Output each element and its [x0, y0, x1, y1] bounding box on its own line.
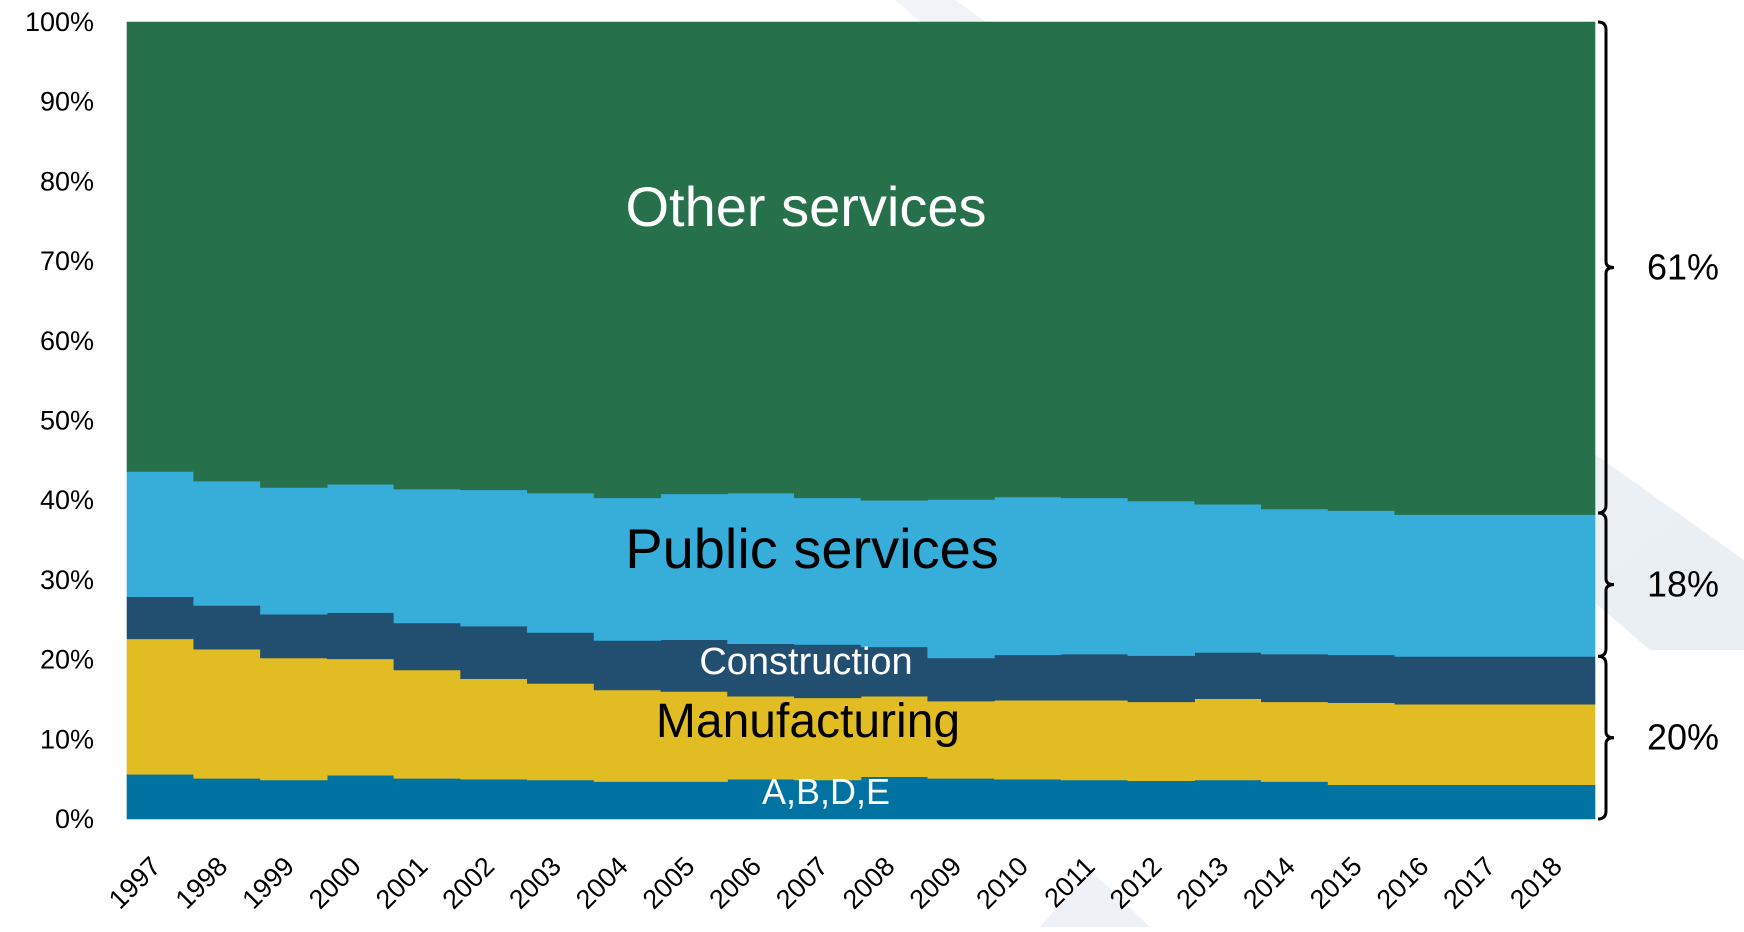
y-tick-label: 50%	[40, 406, 94, 436]
x-tick-label: 2005	[637, 851, 701, 915]
x-tick-label: 2010	[970, 851, 1034, 915]
x-tick-label: 2007	[770, 851, 834, 915]
y-tick-label: 0%	[55, 804, 94, 834]
x-tick-label: 1997	[103, 851, 167, 915]
series-label-a-b-d-e: A,B,D,E	[762, 771, 890, 812]
bracket-label-18: 18%	[1647, 564, 1719, 605]
y-tick-label: 10%	[40, 724, 94, 754]
x-tick-label: 2000	[303, 851, 367, 915]
y-tick-label: 100%	[25, 7, 94, 37]
share-brackets: 61% 18% 20%	[1597, 20, 1719, 821]
bracket-label-20: 20%	[1647, 717, 1719, 758]
y-tick-label: 70%	[40, 246, 94, 276]
y-axis: 0% 10% 20% 30% 40% 50% 60% 70% 80% 90% 100%	[25, 7, 94, 834]
x-axis: 1997 1998 1999 2000 2001 2002 2003 2004 2005 2006…	[103, 851, 1568, 915]
y-tick-label: 90%	[40, 87, 94, 117]
y-tick-label: 80%	[40, 166, 94, 196]
bracket-20	[1597, 654, 1615, 821]
bracket-label-61: 61%	[1647, 247, 1719, 288]
series-label-other-services: Other services	[626, 175, 987, 238]
x-tick-label: 2001	[370, 851, 434, 915]
x-tick-label: 2003	[503, 851, 567, 915]
series-labels: A,B,D,E Manufacturing Construction Public s…	[625, 175, 998, 812]
bracket-61	[1597, 20, 1615, 515]
x-tick-label: 2008	[837, 851, 901, 915]
area-other-services	[126, 21, 1596, 515]
series-label-public-services: Public services	[625, 517, 998, 580]
series-label-manufacturing: Manufacturing	[656, 695, 960, 748]
x-tick-label: 2006	[703, 851, 767, 915]
series-label-construction: Construction	[699, 641, 912, 683]
x-tick-label: 2018	[1504, 851, 1568, 915]
x-tick-label: 1998	[170, 851, 234, 915]
bracket-18	[1597, 511, 1615, 658]
x-tick-label: 2014	[1237, 851, 1301, 915]
x-tick-label: 2013	[1171, 851, 1235, 915]
x-tick-label: 2002	[437, 851, 501, 915]
x-tick-label: 2004	[570, 851, 634, 915]
x-tick-label: 2009	[904, 851, 968, 915]
series-areas	[126, 21, 1596, 820]
y-tick-label: 30%	[40, 565, 94, 595]
x-tick-label: 1999	[236, 851, 300, 915]
y-tick-label: 20%	[40, 645, 94, 675]
y-tick-label: 40%	[40, 485, 94, 515]
x-tick-label: 2016	[1371, 851, 1435, 915]
y-tick-label: 60%	[40, 326, 94, 356]
x-tick-label: 2015	[1304, 851, 1368, 915]
x-tick-label: 2017	[1437, 851, 1501, 915]
